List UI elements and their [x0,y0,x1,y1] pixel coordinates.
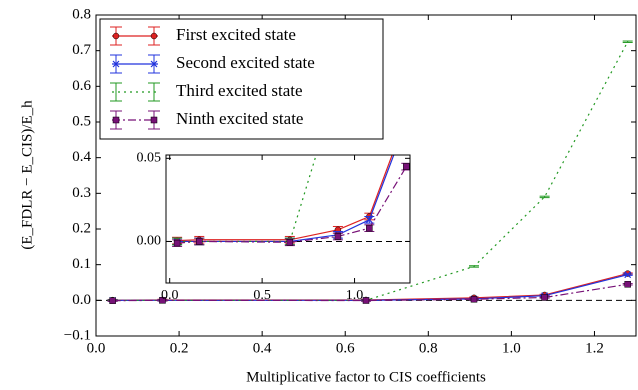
y-tick-label: 0.6 [72,78,91,94]
point [470,296,478,303]
x-tick-label: 1.2 [585,340,604,356]
point [624,271,632,279]
y-tick-label: −0.1 [64,327,91,343]
legend-box [99,18,384,140]
y-tick-label: 0.3 [72,185,91,201]
error-bar [539,195,550,199]
y-tick-label: 0.2 [72,220,91,236]
series-line [112,283,628,302]
legend-marker [150,60,158,68]
x-tick-label: 0.5 [253,288,271,303]
x-axis-label: Multiplicative factor to CIS coefficient… [246,369,486,385]
x-tick-label: 0.2 [170,340,189,356]
point [173,239,181,247]
x-tick-label: 0.0 [161,288,179,303]
y-tick-label: 0.05 [137,151,162,166]
point [365,216,373,224]
legend-marker [112,60,120,68]
axes-frame [95,14,637,337]
point [196,238,203,245]
y-tick-label: 0.1 [72,256,91,272]
y-tick-label: 0.7 [72,42,91,58]
point [286,239,294,246]
x-tick-label: 0.0 [87,340,106,356]
x-tick-label: 0.8 [419,340,438,356]
point [362,297,370,304]
series-line [177,155,393,242]
legend-marker [112,116,120,124]
legend-label: Ninth excited state [176,109,303,128]
axes-frame [165,154,411,284]
y-tick-label: 0.8 [72,6,91,22]
plot-area [166,155,410,283]
x-tick-label: 1.0 [346,288,364,303]
legend-label: Second excited state [176,53,315,72]
legend-marker [150,32,158,40]
point [159,297,166,304]
legend-marker [150,116,158,124]
point [334,233,342,240]
error-bar [469,265,479,268]
legend-label: First excited state [176,25,296,44]
legend-label: Third excited state [176,81,303,100]
error-bar [622,40,633,43]
point [109,297,116,304]
point [403,163,410,170]
point [541,294,548,301]
point [624,281,631,288]
y-tick-label: 0.5 [72,113,91,129]
y-tick-label: 0.0 [72,292,91,308]
y-axis-label: (E_FDLR − E_CIS)/E_h [19,100,35,250]
plot-content [166,155,410,247]
x-tick-label: 0.4 [253,340,272,356]
y-tick-label: 0.00 [137,234,162,249]
plot-content [96,40,636,304]
point [366,224,373,232]
series-line [177,166,407,244]
x-tick-label: 0.6 [336,340,355,356]
y-tick-label: 0.4 [72,149,91,165]
legend-marker [112,32,120,40]
x-tick-label: 1.0 [502,340,521,356]
